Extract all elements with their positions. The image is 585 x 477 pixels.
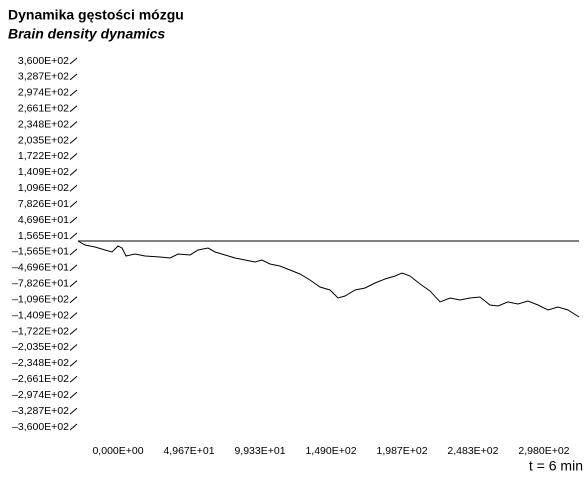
y-tick	[69, 328, 78, 335]
y-tick-label: –7,826E+01	[12, 278, 69, 290]
y-tick	[69, 280, 78, 288]
y-tick-label: –2,974E+02	[12, 389, 69, 401]
y-tick-label: –2,661E+02	[12, 373, 69, 385]
y-tick	[69, 248, 78, 256]
y-tick	[69, 264, 78, 272]
y-tick	[69, 73, 78, 81]
chart-subtitle: Brain density dynamics	[8, 26, 165, 42]
y-tick	[69, 200, 78, 208]
data-line	[77, 240, 580, 318]
y-tick	[69, 423, 78, 431]
x-tick-label: 1,490E+02	[305, 445, 356, 457]
x-tick-label: 0,000E+00	[92, 445, 143, 457]
y-tick	[69, 216, 78, 224]
x-tick-label: 2,980E+02	[518, 445, 569, 457]
x-tick-label: 4,967E+01	[163, 445, 214, 457]
y-tick-label: –3,287E+02	[12, 405, 69, 417]
y-tick	[69, 105, 78, 113]
y-tick	[69, 232, 78, 240]
y-tick-label: –2,035E+02	[12, 341, 69, 353]
y-tick-label: 4,696E+01	[18, 214, 69, 226]
x-tick-label: 9,933E+01	[234, 445, 285, 457]
y-tick-label: –1,409E+02	[12, 309, 69, 321]
y-tick	[69, 137, 78, 144]
y-tick	[69, 184, 78, 192]
y-tick-label: –3,600E+02	[12, 421, 69, 433]
x-note: t = 6 min	[529, 458, 583, 474]
y-tick-label: –1,565E+01	[12, 246, 69, 258]
y-tick-label: 2,035E+02	[18, 134, 69, 146]
y-tick	[69, 296, 78, 304]
y-tick-label: 3,600E+02	[18, 55, 69, 67]
y-tick	[69, 375, 78, 383]
y-tick	[69, 359, 78, 367]
y-tick-label: 2,974E+02	[18, 87, 69, 99]
y-tick-label: 7,826E+01	[18, 198, 69, 210]
y-tick-label: 1,409E+02	[18, 166, 69, 178]
y-tick-label: 2,661E+02	[18, 103, 69, 115]
y-tick	[69, 153, 78, 160]
y-tick-label: –2,348E+02	[12, 357, 69, 369]
x-tick-label: 2,483E+02	[447, 445, 498, 457]
y-tick-label: –1,096E+02	[12, 293, 69, 305]
y-tick	[69, 312, 78, 320]
y-tick-label: 1,565E+01	[18, 230, 69, 242]
y-tick	[69, 168, 78, 176]
y-tick	[69, 391, 78, 399]
y-tick-label: 1,722E+02	[18, 150, 69, 162]
y-tick-label: 2,348E+02	[18, 118, 69, 130]
y-tick	[69, 89, 78, 97]
y-tick	[69, 407, 78, 415]
y-tick-label: –1,722E+02	[12, 325, 69, 337]
chart-title: Dynamika gęstości mózgu	[8, 7, 184, 23]
y-tick	[69, 344, 78, 351]
y-tick	[69, 57, 78, 65]
y-tick	[69, 121, 78, 129]
y-tick-label: 3,287E+02	[18, 71, 69, 83]
y-tick-label: –4,696E+01	[12, 262, 69, 274]
y-tick-label: 1,096E+02	[18, 182, 69, 194]
x-tick-label: 1,987E+02	[376, 445, 427, 457]
